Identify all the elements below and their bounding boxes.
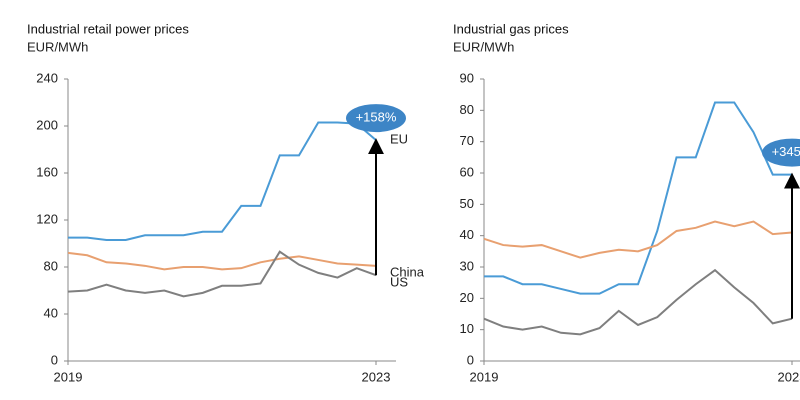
y-tick-label: 70 xyxy=(460,133,474,148)
y-tick-label: 240 xyxy=(36,70,58,85)
series-line xyxy=(68,121,377,241)
y-tick-label: 40 xyxy=(44,305,58,320)
series-line xyxy=(67,251,377,271)
series-line xyxy=(483,268,793,336)
annotation-bubble xyxy=(762,138,800,167)
y-tick-label: 40 xyxy=(460,227,474,242)
y-tick-label: 50 xyxy=(460,196,474,211)
annotation: +158% xyxy=(356,110,397,125)
chart-title: Industrial gas prices xyxy=(453,21,569,36)
y-tick-label: 80 xyxy=(44,258,58,273)
y-tick-label: 0 xyxy=(467,352,474,367)
y-tick-label: 60 xyxy=(460,164,474,179)
y-tick-label: 0 xyxy=(51,352,58,367)
x-tick-label: 2019 xyxy=(470,369,499,384)
y-tick-label: 120 xyxy=(36,211,58,226)
y-tick-label: 20 xyxy=(460,290,474,305)
y-tick-label: 90 xyxy=(460,70,474,85)
series-line xyxy=(484,101,792,295)
chart-subtitle: EUR/MWh xyxy=(453,39,514,54)
series-line xyxy=(483,220,793,259)
annotation: +345% xyxy=(772,144,800,159)
annotation-bubble xyxy=(346,104,406,133)
series-label: China xyxy=(390,264,425,279)
chart-title: Industrial retail power prices xyxy=(27,21,189,36)
x-tick-label: 2019 xyxy=(54,369,83,384)
x-tick-label: 2023 xyxy=(778,369,800,384)
y-tick-label: 10 xyxy=(460,321,474,336)
series-label: EU xyxy=(390,132,408,147)
y-tick-label: 200 xyxy=(36,117,58,132)
chart-subtitle: EUR/MWh xyxy=(27,39,88,54)
y-tick-label: 80 xyxy=(460,102,474,117)
x-tick-label: 2023 xyxy=(362,369,391,384)
series-label: US xyxy=(390,275,408,290)
series-line xyxy=(67,250,377,298)
y-tick-label: 160 xyxy=(36,164,58,179)
y-tick-label: 30 xyxy=(460,258,474,273)
